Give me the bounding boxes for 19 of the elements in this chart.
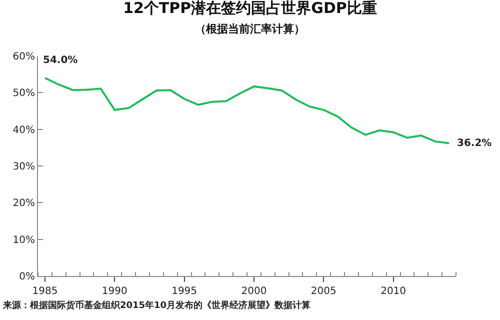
line-series [44, 77, 450, 144]
chart-title: 12个TPP潜在签约国占世界GDP比重 [123, 0, 377, 17]
y-tick-label: 40% [12, 124, 35, 136]
x-tick-label: 2000 [241, 286, 267, 297]
annotation: 54.0% [43, 55, 78, 66]
x-tick-label: 2005 [310, 286, 336, 297]
chart-subtitle: （根据当前汇率计算） [195, 22, 305, 36]
annotation: 36.2% [457, 138, 492, 149]
x-tick-label: 1985 [32, 286, 58, 297]
source-note: 来源：根据国际货币基金组织2015年10月发布的《世界经济展望》数据计算 [2, 300, 311, 311]
x-tick-label: 1990 [102, 286, 128, 297]
y-tick-label: 60% [12, 52, 35, 62]
y-tick-label: 20% [12, 198, 35, 210]
x-tick-label: 1995 [172, 286, 198, 297]
x-tick-label: 2010 [380, 286, 406, 297]
y-tick-label: 0% [19, 272, 35, 282]
y-tick-label: 10% [12, 234, 35, 246]
y-tick-label: 50% [12, 88, 35, 100]
y-tick-label: 30% [12, 162, 35, 172]
